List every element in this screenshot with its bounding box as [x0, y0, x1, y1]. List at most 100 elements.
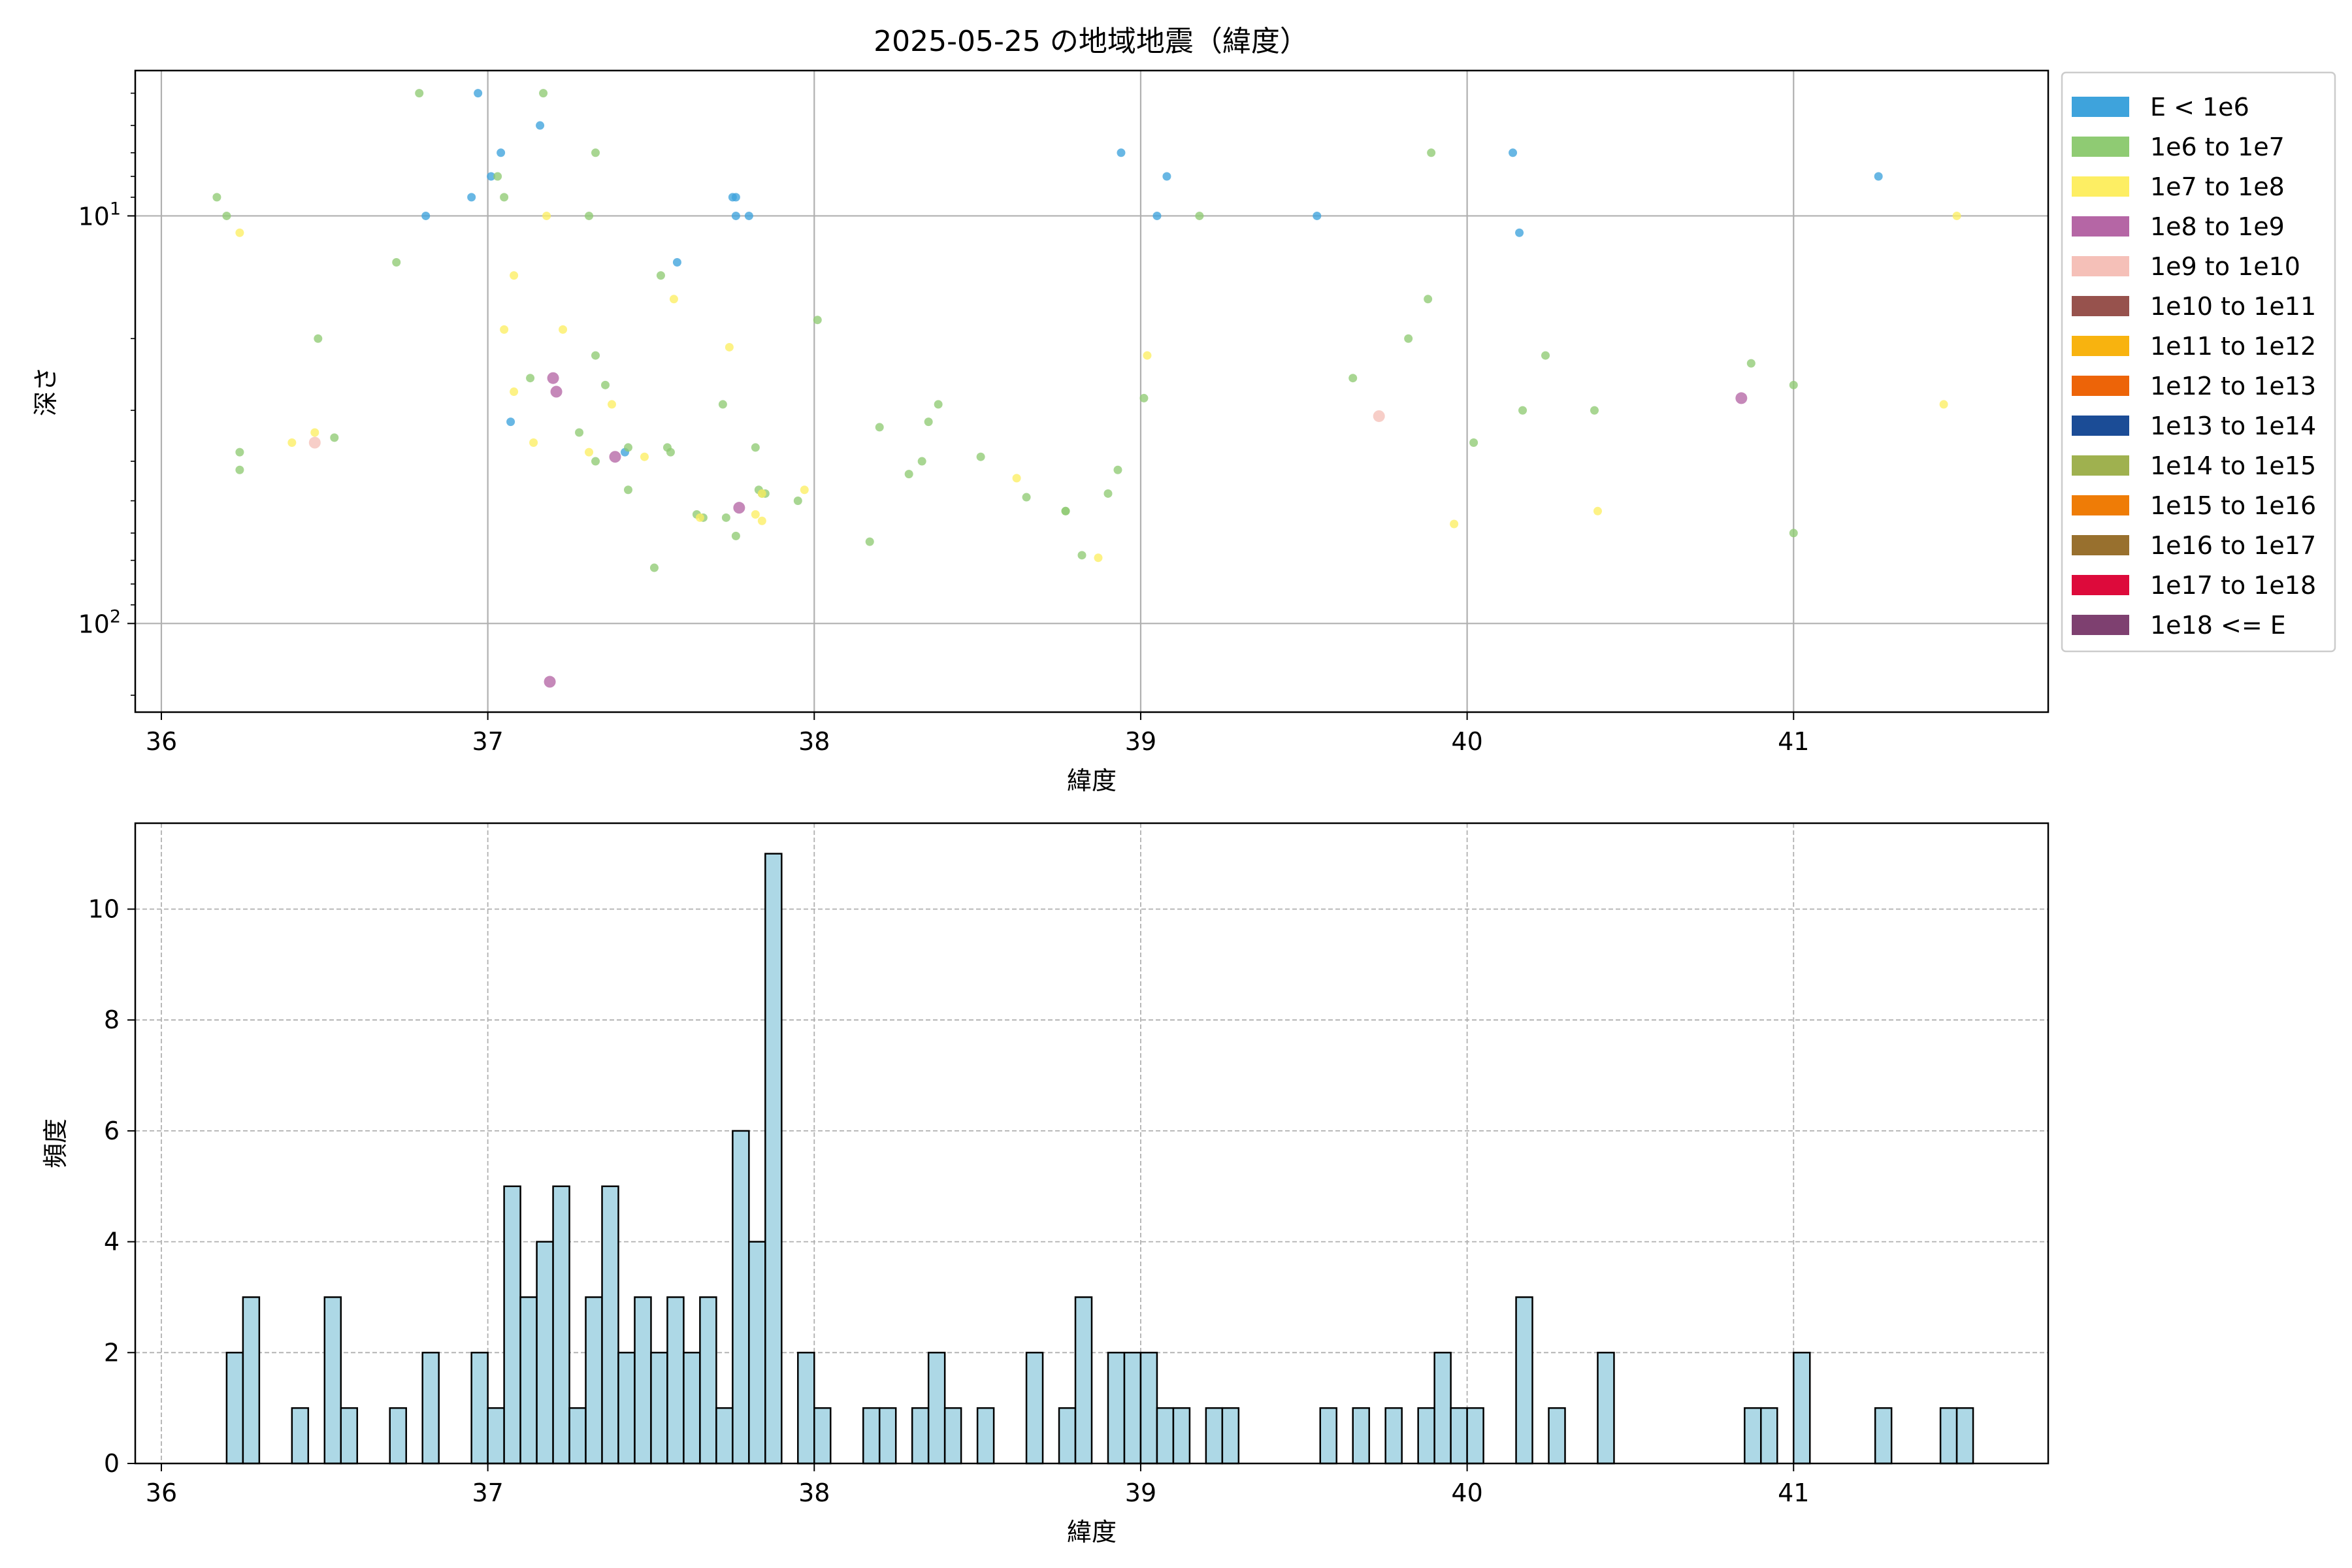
scatter-point	[609, 451, 621, 463]
scatter-point	[1450, 519, 1459, 529]
histogram-x-tick-label: 38	[798, 1478, 830, 1507]
legend: E < 1e6 1e6 to 1e7 1e7 to 1e8 1e8 to 1e9 1e9…	[2061, 71, 2336, 653]
scatter-point	[672, 258, 681, 267]
histogram-bar	[1123, 1352, 1142, 1465]
scatter-point	[539, 89, 548, 98]
histogram-y-tick-label: 0	[104, 1449, 120, 1478]
scatter-point	[544, 676, 556, 688]
histogram-bar	[715, 1407, 734, 1465]
scatter-point	[800, 485, 809, 495]
histogram-bar	[1597, 1352, 1615, 1465]
histogram-bar	[911, 1407, 930, 1465]
histogram-bar	[601, 1185, 619, 1465]
histogram-bar	[1205, 1407, 1224, 1465]
histogram-bar	[1874, 1407, 1893, 1465]
legend-label: 1e14 to 1e15	[2150, 451, 2316, 480]
histogram-bar	[927, 1352, 946, 1465]
histogram-bar	[1417, 1407, 1435, 1465]
scatter-point	[510, 387, 519, 397]
histogram-bar	[1221, 1407, 1240, 1465]
histogram-bar	[1744, 1407, 1762, 1465]
scatter-ticks: 36 37 38 39 40 41 101 102	[78, 92, 1809, 756]
scatter-point	[585, 448, 594, 457]
histogram-bar	[1074, 1296, 1093, 1465]
scatter-point	[500, 325, 509, 334]
histogram-bar	[519, 1296, 538, 1465]
scatter-point	[1518, 406, 1527, 415]
scatter-point	[721, 513, 730, 522]
scatter-point	[547, 372, 559, 384]
scatter-point	[497, 148, 506, 157]
scatter-point	[1939, 400, 1948, 409]
histogram-bar	[1172, 1407, 1191, 1465]
scatter-point	[1139, 393, 1149, 402]
histogram-bar	[813, 1407, 832, 1465]
legend-swatch	[2072, 615, 2129, 635]
scatter-point	[649, 563, 659, 572]
histogram-bar	[683, 1352, 701, 1465]
scatter-point	[1541, 351, 1550, 360]
scatter-point	[934, 400, 943, 409]
histogram-bar	[1760, 1407, 1778, 1465]
scatter-point	[731, 193, 740, 202]
histogram-bar	[976, 1407, 995, 1465]
histogram-x-tick-label: 40	[1451, 1478, 1482, 1507]
scatter-point	[474, 89, 483, 98]
histogram-x-axis-label: 緯度	[1067, 1518, 1117, 1546]
scatter-point	[510, 271, 519, 280]
legend-swatch	[2072, 296, 2129, 316]
histogram-y-axis-label: 頻度	[41, 1119, 70, 1168]
scatter-grid	[135, 71, 2048, 712]
histogram-bar	[585, 1296, 603, 1465]
scatter-point	[1077, 551, 1086, 560]
histogram-bar	[617, 1352, 636, 1465]
histogram-bar	[536, 1241, 554, 1465]
legend-label: 1e16 to 1e17	[2150, 531, 2316, 560]
legend-swatch	[2072, 256, 2129, 276]
scatter-point	[904, 470, 913, 479]
legend-swatch	[2072, 455, 2129, 476]
scatter-points	[212, 89, 1961, 688]
scatter-point	[591, 457, 600, 466]
histogram-bar	[421, 1352, 440, 1465]
scatter-panel: 36 37 38 39 40 41 101 102 緯度 深さ	[31, 69, 2050, 795]
histogram-x-tick-label: 37	[472, 1478, 503, 1507]
scatter-point	[308, 436, 321, 449]
scatter-point	[235, 228, 244, 237]
scatter-point	[1515, 228, 1524, 237]
scatter-point	[310, 428, 319, 437]
scatter-point	[1735, 392, 1748, 404]
legend-swatch	[2072, 535, 2129, 555]
scatter-point	[493, 172, 502, 181]
scatter-point	[695, 513, 704, 522]
scatter-point	[415, 89, 424, 98]
scatter-point	[1195, 211, 1204, 220]
scatter-point	[813, 316, 822, 325]
histogram-bar	[1384, 1407, 1403, 1465]
legend-label: 1e10 to 1e11	[2150, 292, 2316, 321]
scatter-point	[222, 211, 231, 220]
histogram-bar	[291, 1407, 310, 1465]
scatter-x-axis-label: 緯度	[1067, 766, 1117, 795]
scatter-plot-frame	[134, 69, 2050, 713]
scatter-y-axis-label: 深さ	[31, 367, 60, 416]
scatter-point	[487, 172, 496, 181]
histogram-x-tick-label: 41	[1778, 1478, 1809, 1507]
scatter-point	[757, 516, 766, 525]
histogram-bar	[1433, 1352, 1452, 1465]
scatter-point	[1117, 148, 1126, 157]
legend-swatch	[2072, 416, 2129, 436]
histogram-bar	[487, 1407, 505, 1465]
scatter-point	[718, 400, 727, 409]
histogram-bar	[862, 1407, 881, 1465]
scatter-point	[976, 452, 985, 461]
scatter-point	[467, 193, 476, 202]
scatter-point	[1012, 474, 1021, 483]
legend-label: 1e11 to 1e12	[2150, 332, 2316, 361]
histogram-bar	[650, 1352, 668, 1465]
scatter-point	[725, 342, 734, 351]
histogram-bar	[878, 1407, 897, 1465]
scatter-point	[235, 448, 244, 457]
scatter-x-tick-label: 38	[798, 727, 830, 756]
scatter-point	[1348, 374, 1358, 383]
